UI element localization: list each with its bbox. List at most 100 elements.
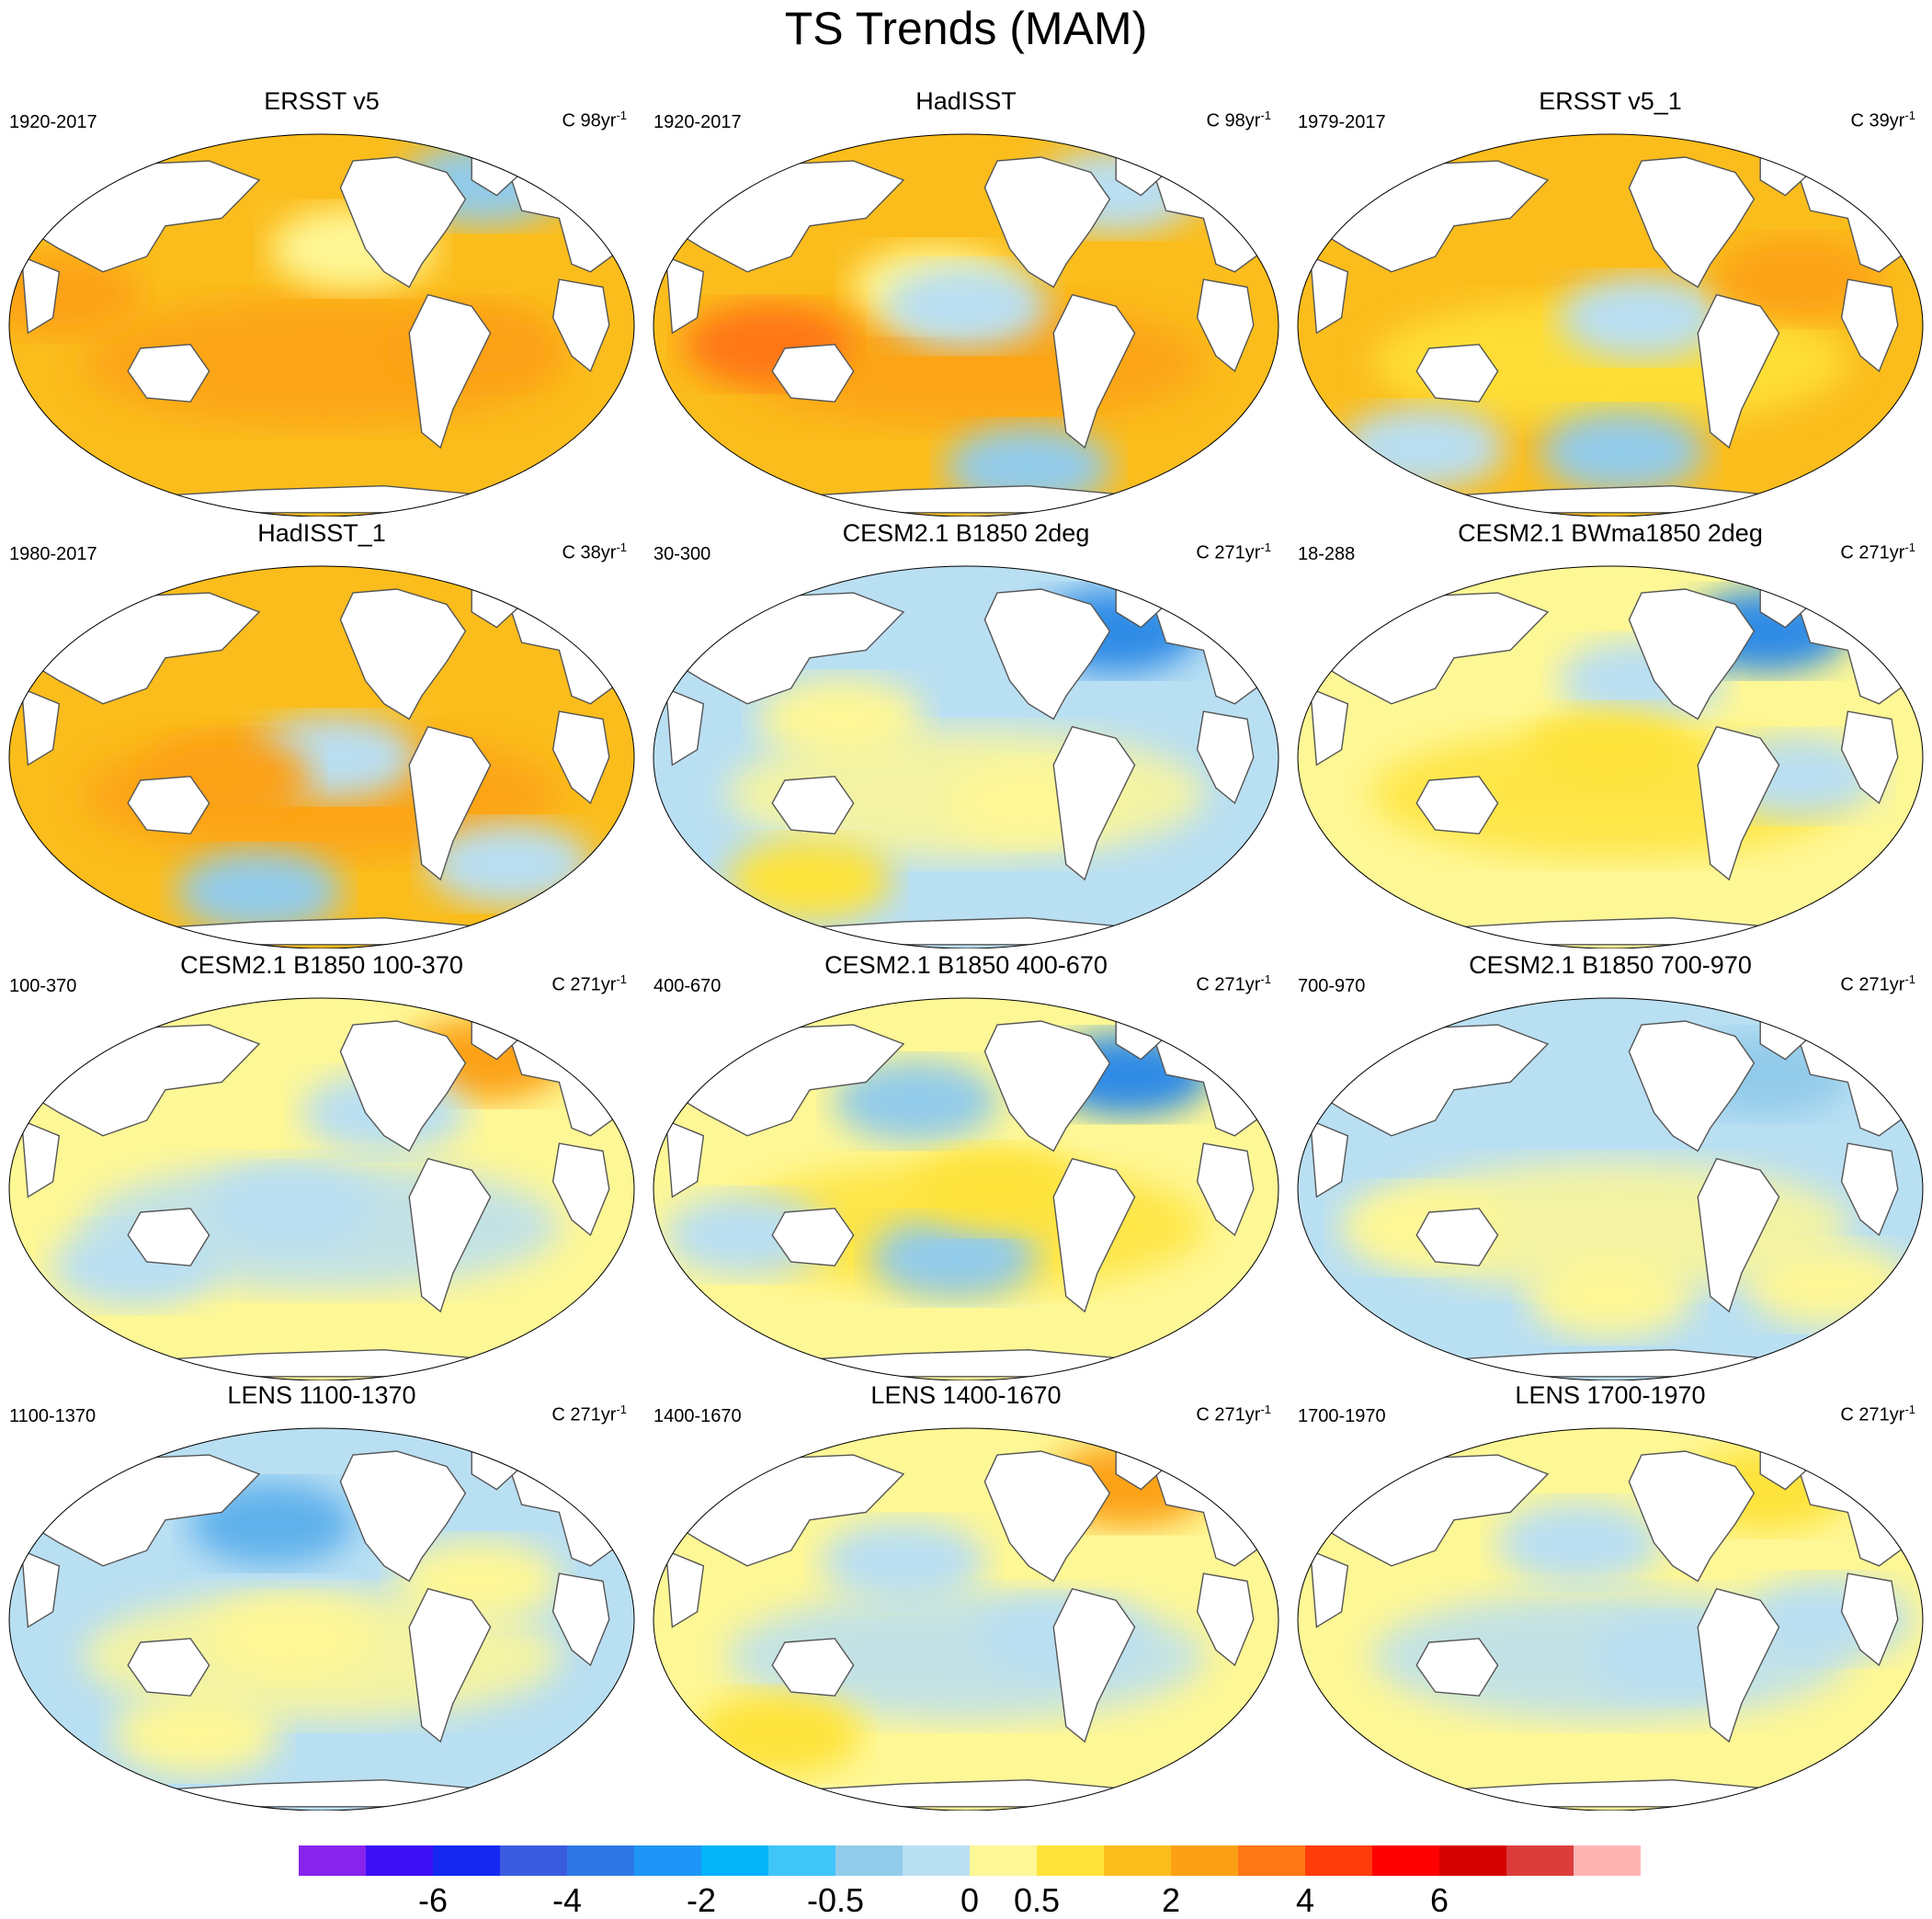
anomaly-blob bbox=[1528, 708, 1693, 791]
landmass bbox=[1840, 278, 1899, 373]
anomaly-blob bbox=[208, 1596, 373, 1680]
landmass bbox=[20, 687, 61, 766]
landmass bbox=[127, 1638, 210, 1697]
map-panel: CESM2.1 B1850 700-970 700-970 C 271yr-1 bbox=[1289, 948, 1932, 1380]
landmass bbox=[1196, 1573, 1255, 1667]
landmass bbox=[1309, 1119, 1349, 1198]
colorbar-tick-label: -2 bbox=[686, 1881, 716, 1919]
panel-units-exponent: -1 bbox=[616, 972, 627, 986]
landmass bbox=[127, 344, 210, 403]
colorbar-swatch bbox=[299, 1845, 366, 1876]
landmass bbox=[1840, 1142, 1899, 1237]
landmass bbox=[1309, 1550, 1349, 1629]
panel-units-exponent: -1 bbox=[1260, 108, 1271, 122]
map-border bbox=[653, 1427, 1279, 1811]
landmass bbox=[983, 156, 1111, 289]
colorbar-tick-label: 0.5 bbox=[1013, 1881, 1061, 1919]
panel-units-text: C 98yr bbox=[1206, 110, 1261, 131]
map-border bbox=[653, 565, 1279, 948]
anomaly-blob bbox=[870, 1216, 1037, 1300]
panel-units-text: C 271yr bbox=[1196, 1404, 1261, 1425]
colorbar-swatch bbox=[500, 1845, 567, 1876]
landmass bbox=[983, 588, 1111, 721]
colorbar-swatch bbox=[1372, 1845, 1439, 1876]
landmass bbox=[551, 1142, 610, 1237]
panel-units-exponent: -1 bbox=[1260, 540, 1271, 554]
panel-title: ERSST v5_1 bbox=[1539, 87, 1682, 115]
landmass bbox=[551, 1573, 610, 1667]
map-border bbox=[1297, 565, 1924, 948]
colorbar-tick-label: -0.5 bbox=[806, 1881, 865, 1919]
landmass bbox=[339, 1450, 467, 1583]
landmass bbox=[771, 344, 855, 403]
panel-title: CESM2.1 B1850 100-370 bbox=[180, 951, 463, 979]
panel-units-exponent: -1 bbox=[616, 540, 627, 554]
landmass bbox=[127, 1208, 210, 1266]
anomaly-blob bbox=[1540, 410, 1706, 494]
robinson-map bbox=[1297, 133, 1924, 517]
panel-units: C 271yr-1 bbox=[1196, 1402, 1271, 1426]
landmass bbox=[1415, 776, 1499, 835]
map-panel: CESM2.1 B1850 400-670 400-670 C 271yr-1 bbox=[644, 948, 1288, 1380]
anomaly-blob bbox=[821, 1520, 986, 1604]
landmass bbox=[20, 255, 61, 335]
robinson-map bbox=[8, 133, 635, 517]
landmass bbox=[1415, 1208, 1499, 1266]
robinson-map bbox=[653, 565, 1279, 948]
landmass bbox=[1628, 588, 1756, 721]
panel-period: 400-670 bbox=[653, 976, 722, 996]
anomaly-blob bbox=[727, 838, 892, 922]
panel-period: 700-970 bbox=[1298, 976, 1366, 996]
panel-units: C 98yr-1 bbox=[563, 108, 627, 132]
panel-title: HadISST_1 bbox=[257, 519, 386, 547]
map-panel: HadISST_1 1980-2017 C 38yr-1 bbox=[0, 517, 643, 948]
colorbar-swatch bbox=[835, 1845, 903, 1876]
panel-units: C 38yr-1 bbox=[563, 540, 627, 564]
panel-units-text: C 38yr bbox=[562, 542, 617, 563]
landmass bbox=[408, 725, 492, 881]
panel-units-exponent: -1 bbox=[1904, 1402, 1915, 1416]
anomaly-blob bbox=[1715, 238, 1881, 322]
robinson-map bbox=[8, 565, 635, 948]
anomaly-blob bbox=[1528, 1255, 1693, 1338]
landmass bbox=[1309, 687, 1349, 766]
panel-units-exponent: -1 bbox=[616, 1402, 627, 1416]
panel-units-exponent: -1 bbox=[1904, 108, 1915, 122]
panel-units-text: C 271yr bbox=[1840, 974, 1905, 995]
landmass bbox=[1697, 1587, 1780, 1743]
panel-units-text: C 39yr bbox=[1850, 110, 1905, 131]
robinson-map bbox=[1297, 1427, 1924, 1811]
landmass bbox=[1840, 1573, 1899, 1667]
panel-period: 100-370 bbox=[9, 976, 77, 996]
colorbar-tick-label: 0 bbox=[960, 1881, 980, 1919]
landmass bbox=[408, 293, 492, 449]
colorbar-swatch bbox=[903, 1845, 970, 1876]
colorbar-tick-label: 4 bbox=[1295, 1881, 1315, 1919]
landmass bbox=[1415, 344, 1499, 403]
panel-units: C 271yr-1 bbox=[1840, 540, 1915, 564]
landmass bbox=[1309, 255, 1349, 335]
landmass bbox=[983, 1020, 1111, 1153]
map-panel: CESM2.1 B1850 2deg 30-300 C 271yr-1 bbox=[644, 517, 1288, 948]
panel-period: 1920-2017 bbox=[653, 112, 742, 132]
landmass bbox=[339, 1020, 467, 1153]
figure-title: TS Trends (MAM) bbox=[784, 3, 1148, 54]
panel-period: 1100-1370 bbox=[9, 1406, 97, 1426]
map-border bbox=[1297, 1427, 1924, 1811]
panel-units: C 98yr-1 bbox=[1207, 108, 1271, 132]
landmass bbox=[408, 1587, 492, 1743]
panel-units-text: C 271yr bbox=[551, 974, 617, 995]
robinson-map bbox=[653, 133, 1279, 517]
panel-units: C 271yr-1 bbox=[551, 972, 627, 996]
landmass bbox=[20, 1550, 61, 1629]
landmass bbox=[983, 1450, 1111, 1583]
landmass bbox=[1697, 1157, 1780, 1313]
map-panel: ERSST v5 1920-2017 C 98yr-1 bbox=[0, 85, 643, 517]
panel-units: C 271yr-1 bbox=[1196, 540, 1271, 564]
anomaly-blob bbox=[915, 1148, 1080, 1231]
panel-title: LENS 1400-1670 bbox=[870, 1381, 1062, 1409]
colorbar-swatch bbox=[1439, 1845, 1506, 1876]
landmass bbox=[1415, 1638, 1499, 1697]
panel-units: C 271yr-1 bbox=[1840, 972, 1915, 996]
anomaly-blob bbox=[696, 1692, 861, 1776]
